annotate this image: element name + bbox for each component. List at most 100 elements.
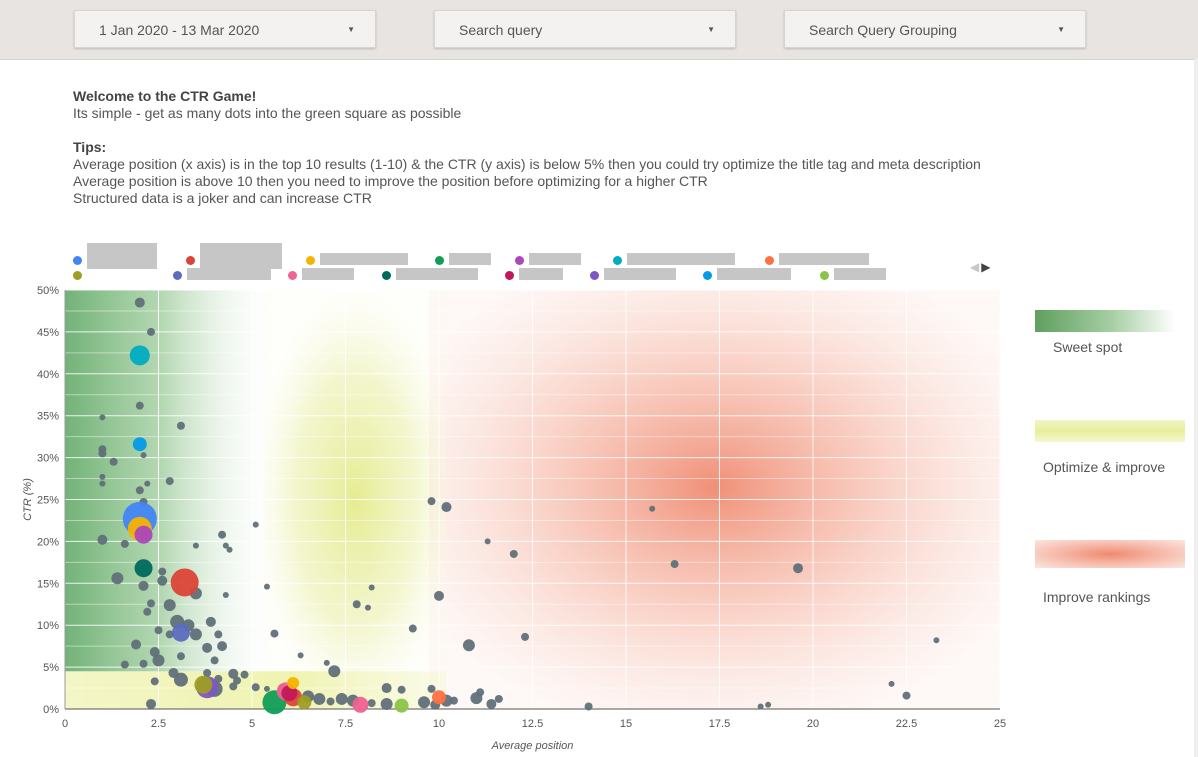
next-icon[interactable]: ▶	[981, 260, 991, 274]
filter-bar: 1 Jan 2020 - 13 Mar 2020 ▼ Search query …	[0, 0, 1198, 60]
data-point	[168, 667, 179, 678]
x-tick-label: 5	[249, 718, 255, 730]
data-point	[173, 672, 188, 687]
data-point	[147, 599, 156, 608]
data-point	[649, 505, 656, 512]
data-point	[757, 703, 764, 710]
data-point	[192, 542, 199, 549]
data-point	[134, 297, 145, 308]
y-tick-label: 15%	[37, 578, 59, 590]
legend-label-redacted	[449, 253, 491, 265]
y-tick-label: 10%	[37, 620, 59, 632]
x-tick-label: 20	[807, 718, 819, 730]
data-point	[494, 694, 503, 703]
previous-icon[interactable]: ◀	[970, 260, 980, 274]
data-point	[427, 497, 436, 506]
data-point	[189, 628, 202, 641]
data-point	[486, 698, 497, 709]
data-point	[427, 684, 436, 693]
data-point	[408, 624, 417, 633]
data-point	[441, 502, 452, 513]
data-point	[368, 584, 375, 591]
query-grouping-value: Search Query Grouping	[809, 22, 957, 38]
data-point	[251, 683, 260, 692]
data-point	[99, 480, 106, 487]
data-point	[171, 623, 190, 642]
data-point	[210, 656, 219, 665]
data-point	[99, 414, 106, 421]
data-point	[129, 345, 150, 366]
data-point	[434, 590, 444, 601]
improve-label: Improve rankings	[1043, 589, 1151, 605]
data-point	[240, 670, 249, 679]
data-point	[287, 677, 300, 690]
legend-label-redacted	[396, 268, 478, 280]
data-point	[218, 530, 227, 539]
y-axis-title: CTR (%)	[22, 478, 34, 521]
data-point	[326, 697, 335, 706]
data-point	[165, 477, 174, 486]
search-query-dropdown[interactable]: Search query ▼	[434, 10, 736, 48]
data-point	[147, 327, 156, 336]
y-tick-label: 50%	[37, 285, 59, 297]
data-point	[135, 401, 144, 410]
scrollbar[interactable]	[1194, 59, 1198, 757]
optimize-zone	[263, 290, 447, 672]
legend-dot	[515, 256, 524, 265]
data-point	[131, 639, 142, 650]
query-grouping-dropdown[interactable]: Search Query Grouping ▼	[784, 10, 1086, 48]
y-tick-label: 20%	[37, 536, 59, 548]
legend-label-redacted	[519, 268, 563, 280]
data-point	[670, 560, 679, 569]
tip-item: Structured data is a joker and can incre…	[73, 190, 372, 206]
data-point	[328, 665, 341, 678]
y-tick-label: 0%	[43, 704, 59, 716]
legend-dot	[435, 256, 444, 265]
x-tick-label: 25	[994, 718, 1006, 730]
data-point	[154, 626, 163, 635]
data-point	[323, 659, 330, 666]
data-point	[352, 696, 369, 713]
legend-label-redacted	[627, 253, 735, 265]
data-point	[143, 607, 152, 616]
legend-label-redacted	[200, 243, 282, 269]
data-point	[765, 701, 772, 708]
data-point	[313, 692, 326, 705]
data-point	[111, 572, 124, 585]
data-point	[109, 457, 118, 466]
data-point	[97, 534, 108, 545]
data-point	[933, 637, 940, 644]
data-point	[152, 654, 165, 667]
data-point	[381, 683, 392, 694]
legend-dot	[590, 271, 599, 280]
data-point	[132, 437, 147, 452]
intro-title: Welcome to the CTR Game!	[73, 88, 257, 104]
legend-dot	[73, 271, 82, 280]
data-point	[418, 696, 431, 709]
data-point	[165, 630, 174, 639]
tips-heading: Tips:	[73, 139, 107, 155]
date-range-dropdown[interactable]: 1 Jan 2020 - 13 Mar 2020 ▼	[74, 10, 376, 48]
date-range-value: 1 Jan 2020 - 13 Mar 2020	[99, 22, 260, 38]
legend-dot	[382, 271, 391, 280]
x-tick-label: 15	[620, 718, 632, 730]
data-point	[158, 567, 167, 576]
data-point	[352, 600, 361, 609]
legend-label-redacted	[604, 268, 676, 280]
data-point	[228, 668, 239, 679]
y-tick-label: 25%	[37, 495, 59, 507]
data-point	[170, 568, 199, 597]
data-point	[380, 697, 393, 710]
data-point	[222, 542, 229, 549]
tip-item: Average position (x axis) is in the top …	[73, 156, 981, 172]
data-point	[205, 616, 216, 627]
data-point	[146, 698, 157, 709]
legend-dot	[186, 256, 195, 265]
data-point	[157, 575, 168, 586]
chevron-down-icon: ▼	[707, 25, 715, 34]
legend-pager[interactable]: ◀ ▶	[970, 260, 992, 274]
data-point	[99, 473, 106, 480]
data-point	[476, 688, 485, 697]
data-point	[134, 525, 153, 544]
legend-label-redacted	[302, 268, 354, 280]
